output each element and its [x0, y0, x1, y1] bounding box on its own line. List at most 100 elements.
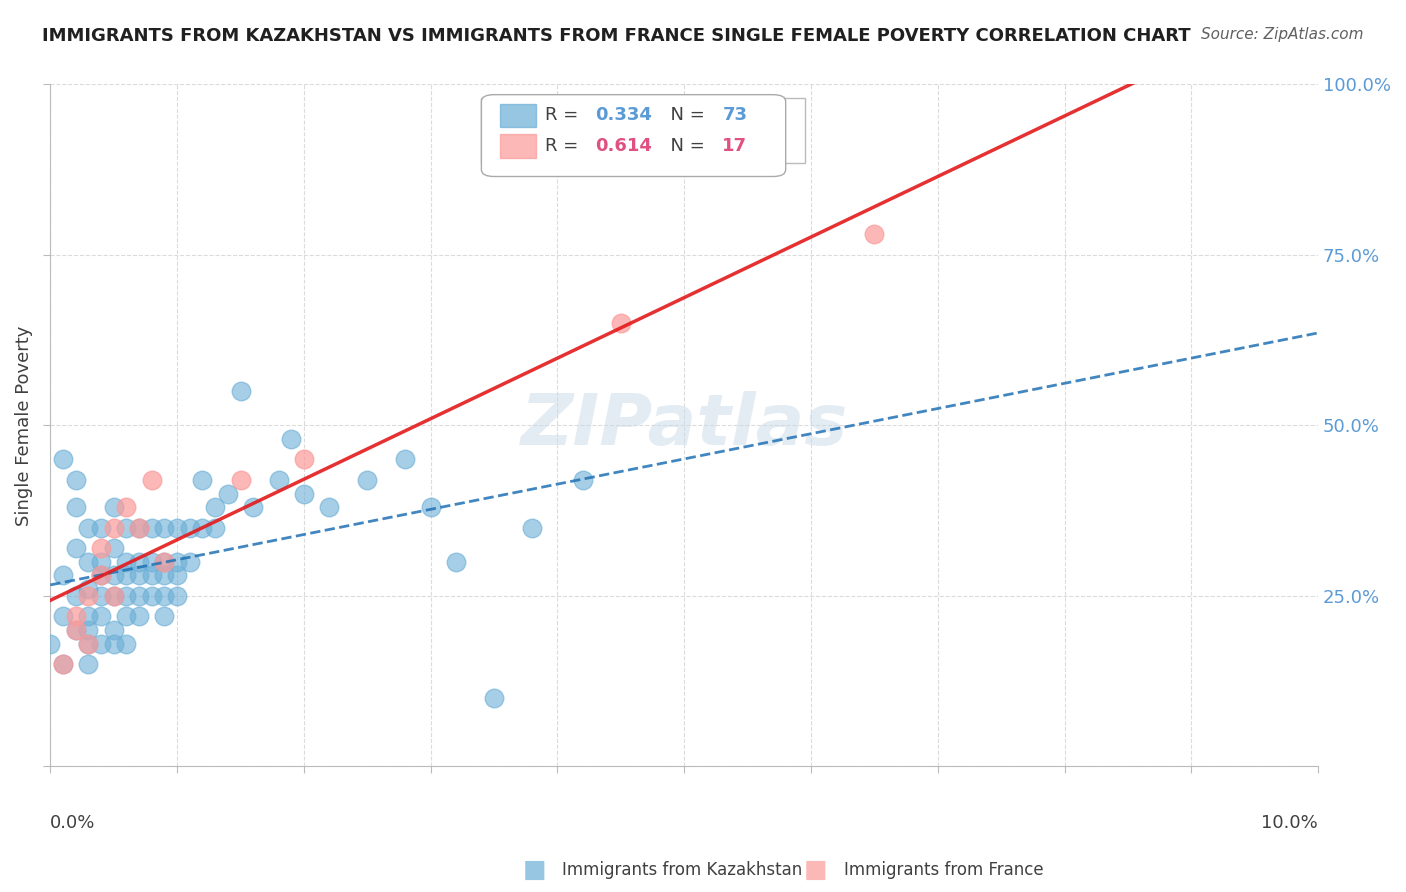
Point — [103, 589, 125, 603]
Point — [128, 555, 150, 569]
Point — [52, 657, 75, 671]
Point — [166, 568, 188, 582]
Point — [572, 473, 595, 487]
Point — [52, 657, 75, 671]
Point — [153, 568, 176, 582]
Point — [419, 500, 441, 515]
Point — [141, 568, 163, 582]
Point — [444, 555, 467, 569]
Point — [103, 500, 125, 515]
Text: Immigrants from Kazakhstan: Immigrants from Kazakhstan — [562, 861, 803, 879]
Text: Source: ZipAtlas.com: Source: ZipAtlas.com — [1201, 27, 1364, 42]
Point — [153, 589, 176, 603]
Text: IMMIGRANTS FROM KAZAKHSTAN VS IMMIGRANTS FROM FRANCE SINGLE FEMALE POVERTY CORRE: IMMIGRANTS FROM KAZAKHSTAN VS IMMIGRANTS… — [42, 27, 1191, 45]
Point — [356, 473, 378, 487]
Point — [90, 609, 112, 624]
Text: N =: N = — [659, 106, 710, 124]
Point — [229, 384, 252, 399]
Point — [191, 521, 214, 535]
Point — [128, 568, 150, 582]
Point — [292, 486, 315, 500]
Point — [191, 473, 214, 487]
Point — [77, 609, 100, 624]
Bar — [501, 103, 536, 128]
Point — [153, 609, 176, 624]
Text: 10.0%: 10.0% — [1261, 814, 1319, 832]
Point — [115, 637, 138, 651]
Text: 17: 17 — [723, 136, 747, 155]
Point — [520, 521, 543, 535]
Point — [153, 521, 176, 535]
FancyBboxPatch shape — [481, 98, 804, 163]
Point — [115, 568, 138, 582]
Text: N =: N = — [659, 136, 710, 155]
Point — [267, 473, 290, 487]
Bar — [501, 134, 536, 158]
Point — [77, 582, 100, 596]
Point — [103, 541, 125, 555]
Point — [65, 609, 87, 624]
Y-axis label: Single Female Poverty: Single Female Poverty — [15, 326, 32, 525]
Point — [166, 521, 188, 535]
Point — [115, 521, 138, 535]
Point — [103, 637, 125, 651]
Point — [229, 473, 252, 487]
Point — [863, 227, 886, 242]
Point — [115, 609, 138, 624]
Point — [77, 521, 100, 535]
Point — [77, 637, 100, 651]
Text: ■: ■ — [804, 858, 827, 881]
Point — [217, 486, 239, 500]
Point — [141, 521, 163, 535]
Point — [103, 623, 125, 637]
Point — [90, 568, 112, 582]
Point — [141, 555, 163, 569]
Point — [77, 623, 100, 637]
Point — [115, 589, 138, 603]
Point — [77, 555, 100, 569]
Point — [65, 623, 87, 637]
Point — [128, 521, 150, 535]
Text: 0.0%: 0.0% — [51, 814, 96, 832]
Point — [52, 452, 75, 467]
Point — [52, 609, 75, 624]
Text: Immigrants from France: Immigrants from France — [844, 861, 1043, 879]
Point — [90, 555, 112, 569]
Point — [90, 568, 112, 582]
Point — [179, 521, 201, 535]
Text: 73: 73 — [723, 106, 747, 124]
Point — [204, 500, 226, 515]
Point — [204, 521, 226, 535]
Point — [179, 555, 201, 569]
Point — [90, 521, 112, 535]
Point — [128, 521, 150, 535]
Point — [77, 589, 100, 603]
Point — [65, 623, 87, 637]
Point — [128, 609, 150, 624]
Point — [65, 500, 87, 515]
Point — [103, 568, 125, 582]
Point — [141, 473, 163, 487]
Point — [318, 500, 340, 515]
Point — [292, 452, 315, 467]
Point — [482, 691, 505, 706]
Point — [115, 500, 138, 515]
Point — [77, 637, 100, 651]
Text: 0.614: 0.614 — [596, 136, 652, 155]
Point — [128, 589, 150, 603]
Text: ZIPatlas: ZIPatlas — [520, 391, 848, 460]
Point — [166, 555, 188, 569]
Point — [610, 316, 633, 330]
Text: ■: ■ — [523, 858, 546, 881]
Point — [153, 555, 176, 569]
Point — [65, 473, 87, 487]
Point — [90, 637, 112, 651]
Point — [103, 521, 125, 535]
Text: 0.334: 0.334 — [596, 106, 652, 124]
FancyBboxPatch shape — [481, 95, 786, 177]
Point — [280, 432, 302, 446]
Point — [166, 589, 188, 603]
Point — [90, 589, 112, 603]
Point — [65, 589, 87, 603]
Point — [52, 568, 75, 582]
